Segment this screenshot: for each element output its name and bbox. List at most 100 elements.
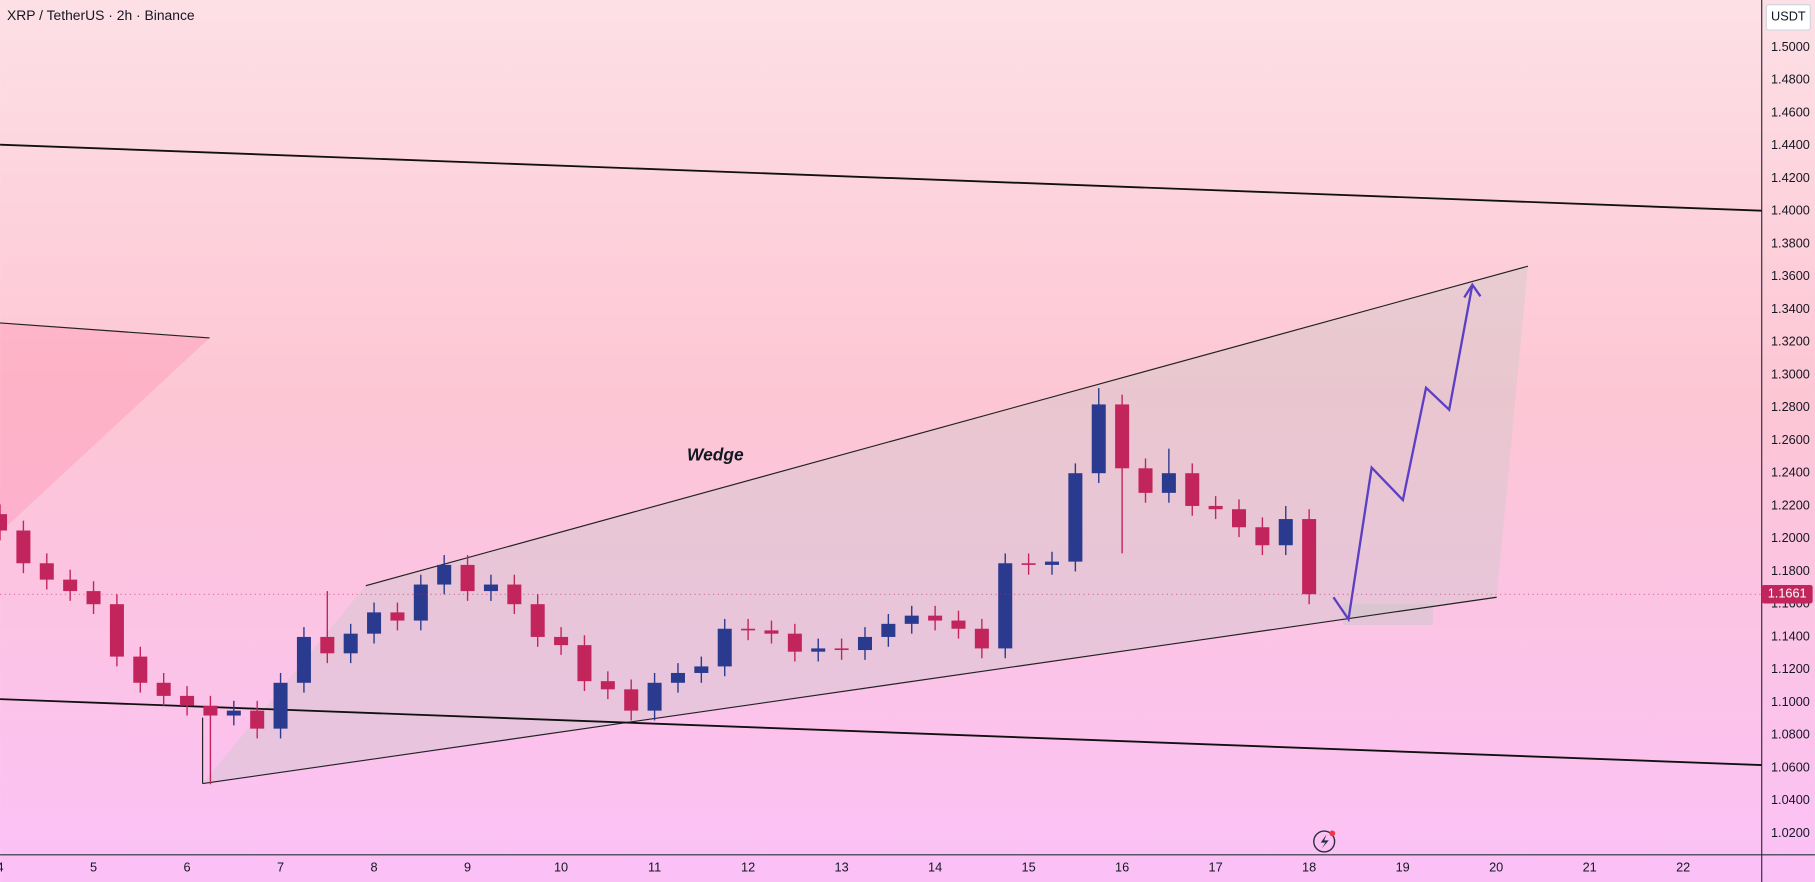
notification-dot — [1329, 830, 1336, 837]
lightning-icon[interactable] — [1313, 830, 1336, 853]
y-tick-label: 1.2800 — [1771, 399, 1810, 414]
candle-body — [320, 636, 335, 654]
candle-body — [460, 564, 475, 592]
y-tick-label: 1.0200 — [1771, 825, 1810, 840]
drawings — [0, 143, 1762, 785]
candle-body — [109, 604, 124, 657]
x-tick-label: 16 — [1115, 859, 1129, 874]
candle-body — [1115, 404, 1130, 469]
candle-body — [63, 579, 78, 592]
currency-box[interactable] — [1765, 4, 1811, 31]
y-tick-label: 1.1400 — [1771, 628, 1810, 643]
projection-path — [1332, 284, 1474, 623]
wedge-fill — [202, 266, 1528, 784]
candle-body — [39, 563, 54, 580]
candle-body — [951, 620, 966, 629]
candle-body — [367, 612, 382, 634]
y-tick-label: 1.3200 — [1771, 334, 1810, 349]
lightning-glyph — [1320, 834, 1329, 849]
candle-body — [741, 628, 756, 631]
candle-body — [226, 710, 241, 716]
currency-label: USDT — [1771, 9, 1806, 24]
candle-body — [1208, 505, 1223, 510]
y-tick-label: 1.3600 — [1771, 268, 1810, 283]
y-tick-label: 1.4200 — [1771, 170, 1810, 185]
candle-body — [694, 666, 709, 673]
channel-upper — [0, 143, 1762, 212]
candle-body — [928, 615, 943, 621]
y-tick-label: 1.0400 — [1771, 792, 1810, 807]
x-tick-label: 15 — [1022, 859, 1036, 874]
candle-body — [1021, 563, 1036, 565]
zone — [1342, 604, 1433, 626]
candle-body — [390, 612, 405, 621]
x-tick-label: 17 — [1209, 859, 1223, 874]
candle-body — [273, 682, 288, 729]
candle-body — [1255, 527, 1270, 546]
candle-body — [437, 564, 452, 585]
y-tick-label: 1.5000 — [1771, 39, 1810, 54]
candle-body — [86, 591, 101, 605]
candle-body — [1161, 473, 1176, 493]
x-tick-label: 8 — [371, 859, 378, 874]
candle-body — [296, 636, 311, 683]
candle-body — [1278, 519, 1293, 546]
x-tick-label: 10 — [554, 859, 568, 874]
x-tick-label: 21 — [1583, 859, 1597, 874]
candle-body — [834, 648, 849, 651]
y-tick-label: 1.2200 — [1771, 497, 1810, 512]
y-tick-label: 1.2000 — [1771, 530, 1810, 545]
last-price-label: 1.1661 — [1768, 586, 1807, 601]
projection-arrow — [1463, 282, 1482, 299]
candle-body — [717, 628, 732, 667]
candle-body — [577, 645, 592, 682]
candles — [0, 388, 1317, 785]
candle-body — [904, 615, 919, 624]
candle-body — [881, 623, 896, 637]
x-tick-label: 7 — [277, 859, 284, 874]
candle-body — [16, 530, 31, 564]
candle-body — [647, 682, 662, 711]
wedge-lower — [202, 596, 1497, 785]
x-tick-label: 5 — [90, 859, 97, 874]
candle-body — [483, 584, 498, 592]
candle-body — [857, 636, 872, 651]
candle-body — [343, 633, 358, 654]
wedge-upper — [365, 265, 1529, 587]
x-tick-label: 12 — [741, 859, 755, 874]
candle-body — [787, 633, 802, 652]
y-tick-label: 1.3000 — [1771, 366, 1810, 381]
x-tick-label: 4 — [0, 859, 4, 874]
trend-line — [0, 322, 210, 339]
y-tick-label: 1.1800 — [1771, 563, 1810, 578]
candle-body — [1138, 468, 1153, 493]
y-tick-label: 1.4400 — [1771, 137, 1810, 152]
candle-body — [0, 514, 8, 531]
candle-body — [1044, 561, 1060, 565]
y-tick-label: 1.1000 — [1771, 694, 1810, 709]
chart-title: XRP / TetherUS · 2h · Binance — [7, 7, 195, 23]
candle-body — [764, 630, 779, 634]
candle-body — [1185, 473, 1200, 506]
candle-body — [811, 648, 826, 652]
candle-body — [530, 604, 545, 637]
x-tick-label: 22 — [1676, 859, 1690, 874]
candle-body — [974, 628, 989, 649]
x-tick-label: 6 — [184, 859, 191, 874]
x-tick-label: 14 — [928, 859, 942, 874]
x-tick-label: 18 — [1302, 859, 1316, 874]
candle-body — [1302, 519, 1317, 595]
y-tick-label: 1.4000 — [1771, 203, 1810, 218]
y-tick-label: 1.4600 — [1771, 104, 1810, 119]
annotation: Wedge — [687, 445, 744, 465]
candle-body — [624, 689, 639, 711]
triangle-fill — [0, 322, 210, 533]
candle-body — [203, 705, 218, 716]
x-tick-label: 9 — [464, 859, 471, 874]
candle-body — [180, 695, 195, 706]
candle-body — [250, 710, 265, 729]
candle-body — [554, 636, 569, 646]
